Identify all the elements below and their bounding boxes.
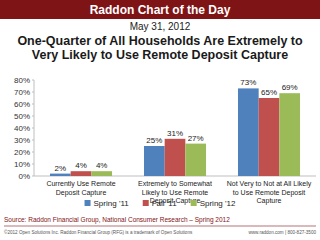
date: May 31, 2012 xyxy=(130,21,191,32)
bar xyxy=(165,139,186,176)
legend-label: Spring '12 xyxy=(200,199,236,208)
y-axis xyxy=(34,80,35,176)
data-label: 4% xyxy=(96,161,108,170)
text-line: Currently Use Remote xyxy=(46,180,115,188)
text-line: Likely to Use Remote xyxy=(142,189,209,197)
bar xyxy=(238,88,259,176)
footer-rule xyxy=(4,226,316,227)
data-label: 69% xyxy=(282,83,298,92)
legend: Spring '11 Fall '11 Spring '12 xyxy=(85,199,236,208)
tick-label: 20% xyxy=(14,148,30,157)
data-label: 27% xyxy=(188,134,204,143)
bar xyxy=(71,171,92,176)
legend-swatch xyxy=(143,200,149,206)
data-label: 73% xyxy=(240,78,256,87)
tick-label: 30% xyxy=(14,136,30,145)
text-line: One-Quarter of All Households Are Extrem… xyxy=(17,34,303,48)
tick-label: 50% xyxy=(14,112,30,121)
tick-label: 60% xyxy=(14,100,30,109)
chart: Raddon Chart of the Day May 31, 2012 One-Q… xyxy=(0,0,320,240)
data-label: 2% xyxy=(55,164,67,173)
source: Source: Raddon Financial Group, National… xyxy=(4,216,230,224)
data-label: 31% xyxy=(167,129,183,138)
header: Raddon Chart of the Day xyxy=(90,3,231,17)
text-line: to Use Remote Deposit xyxy=(233,189,305,197)
tick-label: 80% xyxy=(14,76,30,85)
bar xyxy=(185,144,206,176)
header-band xyxy=(0,0,320,19)
legend-swatch xyxy=(191,200,197,206)
category-label: Not Very to Not at All Likelyto Use Remo… xyxy=(227,180,312,205)
tick-label: 0% xyxy=(18,172,30,181)
data-label: 25% xyxy=(146,136,162,145)
legend-label: Spring '11 xyxy=(94,199,130,208)
text-line: Extremely to Somewhat xyxy=(138,180,212,188)
bar xyxy=(91,171,112,176)
text-line: Very Likely to Use Remote Deposit Captur… xyxy=(32,48,288,62)
data-label: 4% xyxy=(75,161,87,170)
bar xyxy=(259,98,280,176)
data-label: 65% xyxy=(261,88,277,97)
legend-swatch xyxy=(85,200,91,206)
legend-label: Fall '11 xyxy=(152,199,177,208)
bar xyxy=(50,174,71,176)
contact: www.raddon.com | 800-827-3500 xyxy=(248,230,316,235)
tick-label: 40% xyxy=(14,124,30,133)
category-label: Currently Use RemoteDeposit Capture xyxy=(46,180,115,197)
text-line: Capture xyxy=(257,197,282,205)
text-line: Deposit Capture xyxy=(56,189,107,197)
bar xyxy=(144,146,165,176)
bars xyxy=(50,88,300,176)
bar xyxy=(279,93,300,176)
tick-label: 70% xyxy=(14,88,30,97)
copyright: ©2012 Open Solutions Inc. Raddon Financi… xyxy=(4,229,193,235)
tick-label: 10% xyxy=(14,160,30,169)
title: One-Quarter of All Households Are Extrem… xyxy=(17,34,303,62)
text-line: Not Very to Not at All Likely xyxy=(227,180,312,188)
